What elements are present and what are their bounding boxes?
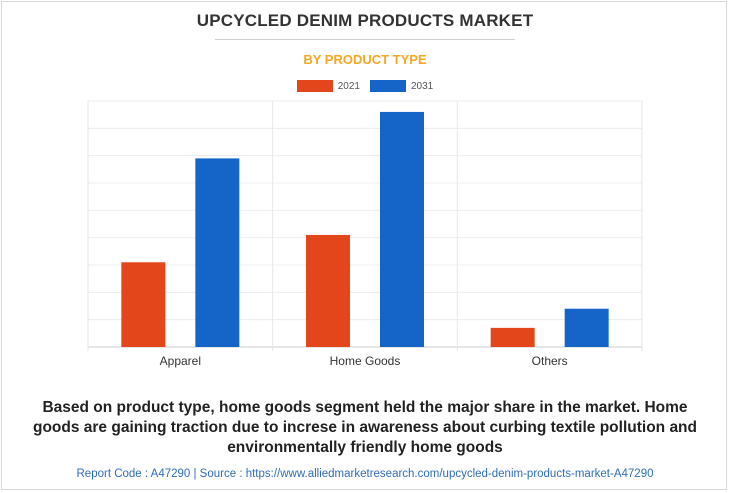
legend-item-2021[interactable]: 2021	[296, 80, 360, 92]
report-source-footer[interactable]: Report Code : A47290 | Source : https://…	[76, 468, 654, 480]
x-tick-label: Apparel	[160, 354, 201, 368]
legend-label-2021: 2021	[337, 80, 360, 92]
bar-home-goods-2031	[380, 111, 424, 347]
x-tick-label: Others	[532, 354, 568, 368]
bar-apparel-2031	[195, 158, 240, 347]
chart-subtitle: BY PRODUCT TYPE	[303, 52, 427, 67]
bar-others-2031	[564, 308, 609, 347]
bar-chart: Apparel Home Goods Others	[87, 100, 643, 368]
chart-title: UPCYCLED DENIM PRODUCTS MARKET	[196, 11, 534, 30]
chart-legend: 2021 2031	[0, 80, 730, 92]
x-tick-label: Home Goods	[330, 354, 401, 368]
bar-apparel-2021	[121, 262, 166, 347]
chart-caption: Based on product type, home goods segmen…	[32, 399, 697, 456]
title-divider	[215, 39, 515, 40]
bar-home-goods-2021	[306, 234, 350, 347]
legend-swatch-2021	[296, 80, 333, 92]
bar-others-2021	[490, 327, 535, 347]
legend-swatch-2031	[370, 80, 406, 92]
legend-label-2031: 2031	[411, 80, 434, 92]
legend-item-2031[interactable]: 2031	[370, 80, 433, 92]
